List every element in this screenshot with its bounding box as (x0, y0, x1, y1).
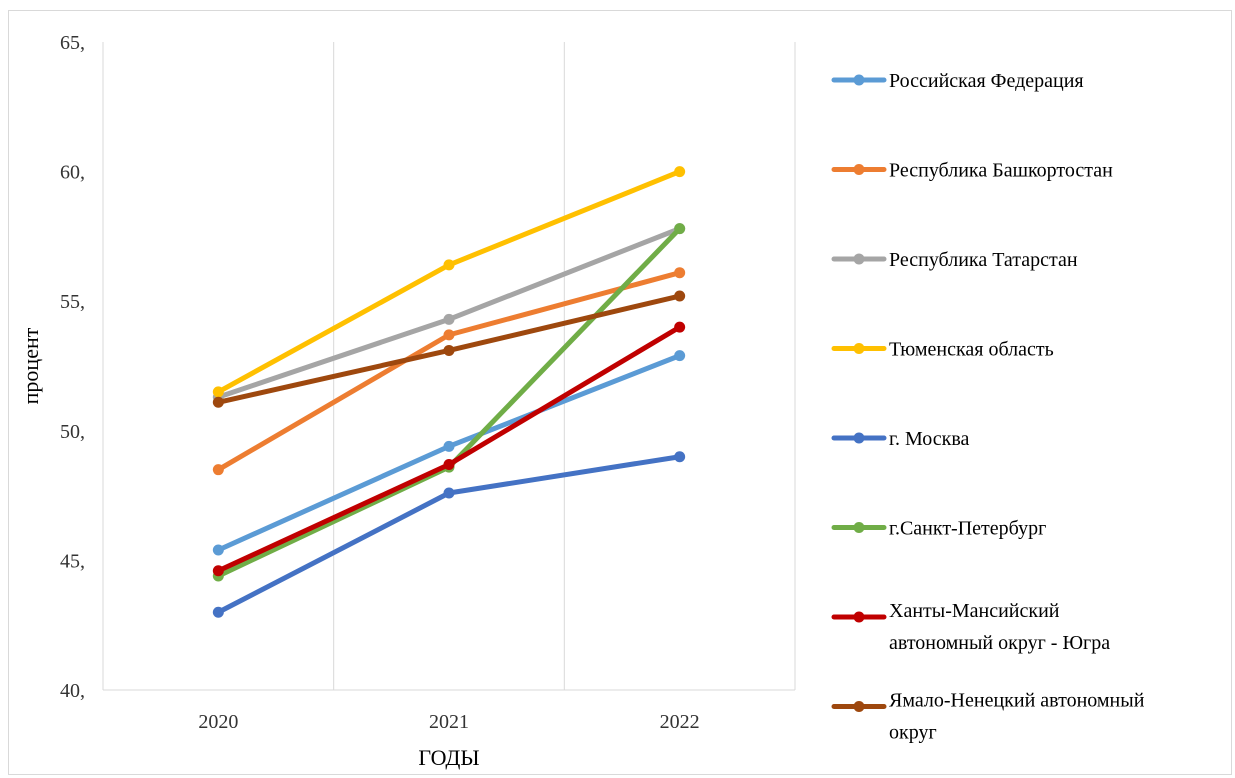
legend-label: г. Москва (889, 428, 970, 450)
legend-entry: Республика Татарстан (831, 249, 1078, 271)
data-point (212, 386, 224, 398)
chart-frame (8, 10, 1232, 775)
legend-swatch-marker (853, 611, 865, 623)
legend-swatch-marker (853, 701, 865, 712)
legend-entry: Ямало-Ненецкий автономный округ (831, 690, 1145, 744)
legend: Российская Федерация Республика Башкортос… (831, 70, 1145, 744)
series-7 (212, 321, 686, 577)
y-tick-label: 40, (60, 680, 85, 702)
data-point (212, 565, 224, 577)
data-point (674, 321, 686, 333)
data-point (674, 290, 686, 302)
legend-label-line: Республика Башкортостан (889, 160, 1113, 182)
data-point (212, 464, 224, 476)
data-point (443, 313, 455, 325)
series-4 (212, 166, 686, 398)
y-tick-label: 60, (60, 162, 85, 184)
legend-entry: г. Москва (831, 428, 970, 450)
gridlines (102, 42, 796, 690)
x-axis-title: ГОДЫ (418, 745, 479, 770)
legend-entry: Ханты-Мансийский автономный округ - Югра (831, 600, 1110, 654)
data-point (674, 451, 686, 463)
series-1 (212, 350, 686, 556)
y-tick-label: 50, (60, 421, 85, 443)
legend-label-line: г. Москва (889, 428, 970, 450)
series-lines (212, 166, 686, 618)
legend-label-line: Республика Татарстан (889, 249, 1078, 271)
legend-label-line: г.Санкт-Петербург (889, 518, 1046, 540)
data-point (212, 396, 224, 408)
data-point (443, 344, 455, 356)
legend-swatch-marker (853, 522, 865, 533)
series-line (215, 169, 683, 395)
x-tick-label: 2020 (198, 711, 238, 733)
x-tick-label: 2021 (429, 711, 469, 733)
series-line (215, 226, 683, 579)
legend-label: г.Санкт-Петербург (889, 518, 1046, 540)
data-point (443, 487, 455, 499)
data-point (674, 350, 686, 362)
legend-label: Российская Федерация (889, 70, 1084, 92)
data-point (212, 606, 224, 618)
data-point (212, 544, 224, 556)
data-point (443, 458, 455, 470)
legend-label-line: Ханты-Мансийский (889, 600, 1060, 622)
legend-entry: Республика Башкортостан (831, 160, 1113, 182)
data-point (674, 267, 686, 279)
series-5 (212, 451, 686, 618)
legend-label-line: округ (889, 722, 937, 744)
y-axis-title: процент (18, 327, 43, 404)
data-point (674, 223, 686, 235)
series-line (215, 454, 683, 615)
legend-swatch-marker (853, 343, 865, 354)
legend-swatch-marker (853, 253, 865, 265)
legend-swatch-marker (853, 432, 865, 444)
legend-entry: г.Санкт-Петербург (831, 518, 1046, 540)
series-2 (212, 267, 686, 476)
x-tick-label: 2022 (660, 711, 700, 733)
legend-label: Ханты-Мансийский автономный округ - Югра (889, 600, 1110, 654)
legend-label-line: Ямало-Ненецкий автономный (889, 690, 1145, 712)
data-point (674, 166, 686, 178)
legend-label-line: Тюменская область (889, 339, 1054, 361)
legend-swatch-marker (853, 74, 865, 86)
legend-swatch-marker (853, 164, 865, 175)
legend-label-line: автономный округ - Югра (889, 632, 1110, 654)
legend-entry: Тюменская область (831, 339, 1054, 361)
legend-label-line: Российская Федерация (889, 70, 1084, 92)
data-point (443, 329, 455, 341)
legend-label: Республика Башкортостан (889, 160, 1113, 182)
legend-label: Тюменская область (889, 339, 1054, 361)
series-6 (212, 223, 686, 582)
data-point (443, 440, 455, 452)
y-tick-label: 65, (60, 32, 85, 54)
y-tick-label: 55, (60, 291, 85, 313)
y-tick-label: 45, (60, 550, 85, 572)
legend-label: Республика Татарстан (889, 249, 1078, 271)
series-8 (212, 290, 686, 408)
legend-label: Ямало-Ненецкий автономный округ (889, 690, 1145, 744)
legend-entry: Российская Федерация (831, 70, 1084, 92)
data-point (443, 259, 455, 271)
axes: 40, 45, 50, 55, 60, 65, 2020 2021 2022 (60, 32, 795, 733)
